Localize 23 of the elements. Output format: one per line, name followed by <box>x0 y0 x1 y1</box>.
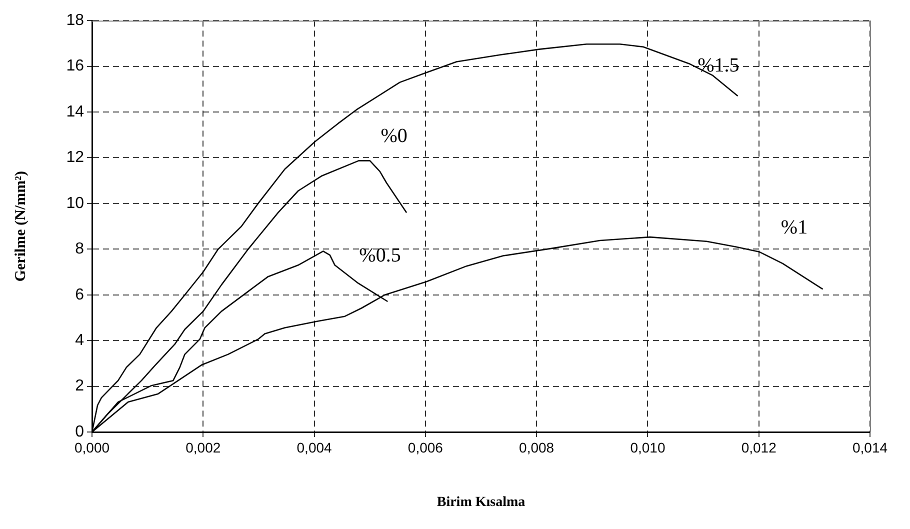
x-tick-label: 0,004 <box>296 439 332 456</box>
series-label: %1 <box>780 216 808 238</box>
x-axis-title: Birim Kısalma <box>436 495 526 510</box>
y-tick-label: 8 <box>75 240 84 258</box>
x-tick-label: 0,000 <box>74 439 110 456</box>
y-tick-label: 18 <box>66 12 84 30</box>
y-tick-label: 4 <box>75 332 84 349</box>
y-tick-label: 16 <box>66 58 84 75</box>
y-tick-label: 12 <box>66 149 84 166</box>
x-tick-label: 0,012 <box>741 439 777 456</box>
y-tick-label: 0 <box>75 423 84 440</box>
x-tick-label: 0,014 <box>852 439 888 456</box>
y-tick-label: 10 <box>66 194 84 212</box>
y-axis-title: Gerilme (N/mm²) <box>12 170 29 282</box>
y-tick-label: 14 <box>66 103 84 120</box>
y-tick-label: 6 <box>75 286 84 304</box>
x-tick-label: 0,006 <box>408 439 444 456</box>
series-label: %0.5 <box>359 244 401 266</box>
y-tick-label: 2 <box>75 378 84 395</box>
series-label: %0 <box>380 124 408 147</box>
x-tick-label: 0,008 <box>519 439 554 456</box>
x-tick-label: 0,002 <box>186 439 221 456</box>
x-tick-label: 0,010 <box>630 439 666 456</box>
